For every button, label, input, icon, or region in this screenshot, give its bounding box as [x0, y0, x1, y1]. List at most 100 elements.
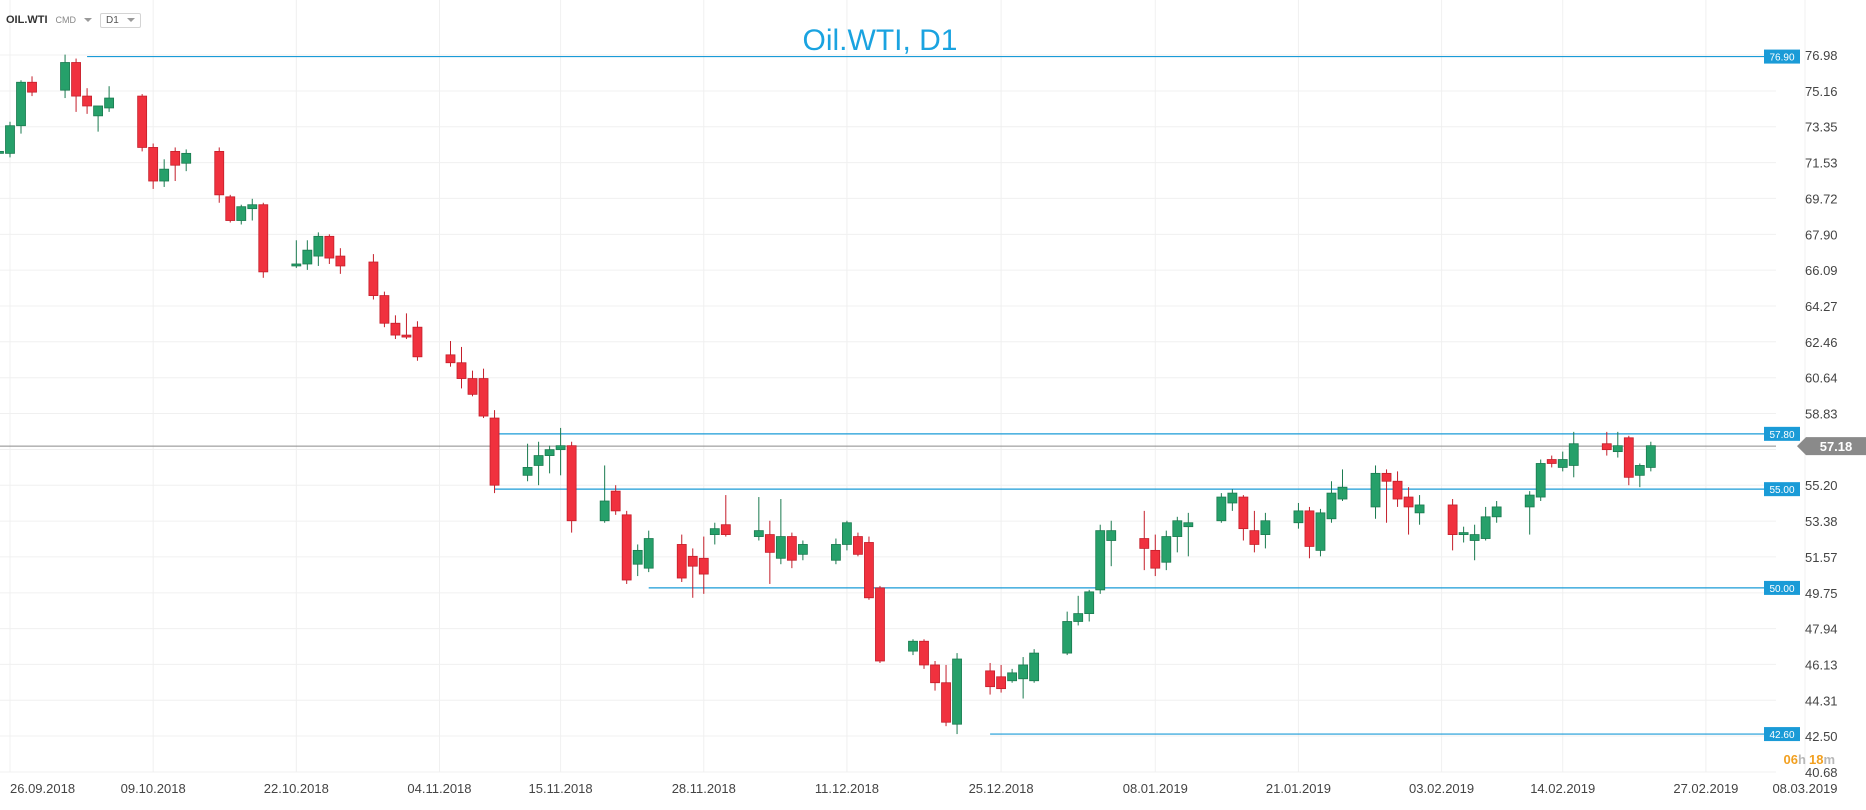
x-tick-label: 08.03.2019: [1772, 781, 1837, 796]
candle-body: [291, 263, 302, 267]
y-tick-label: 55.20: [1805, 478, 1838, 493]
x-tick-label: 15.11.2018: [529, 781, 593, 796]
candle-body: [632, 549, 643, 565]
y-tick-label: 49.75: [1805, 586, 1838, 601]
candle-body: [1095, 530, 1106, 591]
candle-body: [335, 255, 346, 267]
candle-body: [1073, 613, 1084, 622]
candle-body: [1469, 534, 1480, 541]
candle-body: [908, 640, 918, 652]
candle-body: [1612, 445, 1623, 453]
y-tick-label: 73.35: [1805, 120, 1838, 135]
candle-body: [5, 125, 15, 154]
candle-body: [467, 378, 478, 395]
candles: [0, 54, 1656, 735]
candle-body: [456, 362, 467, 379]
candle-body: [478, 378, 489, 417]
candle-body: [544, 449, 555, 456]
x-tick-label: 25.12.2018: [969, 781, 1034, 796]
candle-body: [1106, 530, 1117, 541]
candle-body: [1392, 480, 1403, 500]
chart-title: Oil.WTI, D1: [803, 24, 958, 57]
x-tick-label: 26.09.2018: [10, 781, 75, 796]
candle-body: [258, 204, 269, 273]
y-tick-label: 46.13: [1805, 657, 1838, 672]
horizontal-levels: 76.90 57.80 55.00 50.00 42.60: [0, 49, 1800, 742]
x-tick-label: 14.02.2019: [1530, 781, 1595, 796]
candle-body: [1293, 510, 1304, 524]
x-tick-label: 28.11.2018: [672, 781, 736, 796]
candle-body: [1172, 520, 1183, 537]
candle-body: [786, 536, 797, 561]
level-badge: [1764, 727, 1800, 742]
candle-body: [1557, 459, 1568, 468]
candle-body: [853, 536, 863, 555]
countdown-minutes-unit: m: [1823, 752, 1835, 767]
candle-body: [1370, 472, 1381, 508]
candle-body: [842, 522, 852, 545]
candle-body: [71, 62, 81, 97]
y-tick-label: 71.53: [1805, 156, 1838, 171]
level-label: 76.90: [1769, 53, 1794, 64]
x-tick-label: 21.01.2019: [1266, 781, 1331, 796]
candle-body: [324, 235, 335, 259]
candle-body: [1447, 504, 1458, 535]
candle-body: [831, 544, 841, 561]
candle-body: [775, 536, 786, 559]
candle-body: [522, 467, 533, 476]
level-label: 42.60: [1769, 730, 1794, 741]
candle-body: [1601, 443, 1612, 451]
candle-body: [412, 326, 423, 358]
level-label: 57.80: [1769, 430, 1794, 441]
candle-body: [1139, 538, 1150, 549]
level-badge: [1764, 426, 1800, 441]
y-tick-label: 47.94: [1805, 622, 1838, 637]
y-axis: 76.98 75.16 73.35 71.53 69.72 67.90 66.09 64.27…: [1797, 48, 1866, 780]
candle-body: [952, 658, 962, 725]
candle-body: [709, 528, 720, 535]
y-tick-label: 76.98: [1805, 48, 1838, 63]
y-tick-label: 67.90: [1805, 227, 1838, 242]
candle-body: [1084, 591, 1095, 614]
candle-body: [170, 150, 181, 166]
timeframe-label: D1: [106, 14, 119, 26]
y-tick-label: 53.38: [1805, 514, 1838, 529]
instrument-type-dropdown[interactable]: CMD: [56, 15, 93, 25]
candle-body: [1568, 443, 1579, 466]
y-tick-label: 69.72: [1805, 191, 1838, 206]
y-tick-label: 58.83: [1805, 407, 1838, 422]
grid: [0, 0, 1806, 773]
candle-body: [1062, 621, 1073, 654]
y-tick-label: 40.68: [1805, 765, 1838, 780]
candle-body: [698, 557, 709, 575]
candle-body: [1480, 516, 1491, 539]
candle-body: [996, 676, 1007, 690]
timeframe-dropdown[interactable]: D1: [100, 12, 141, 28]
level-badge: [1764, 482, 1800, 497]
y-tick-label: 44.31: [1805, 693, 1838, 708]
chart-toolbar: OIL.WTI CMD D1: [6, 10, 141, 30]
x-tick-label: 22.10.2018: [264, 781, 329, 796]
candle-body: [610, 490, 621, 512]
candle-body: [643, 538, 654, 569]
x-tick-label: 03.02.2019: [1409, 781, 1474, 796]
countdown-hours-unit: h: [1798, 752, 1806, 767]
level-label: 50.00: [1769, 584, 1794, 595]
candle-body: [864, 542, 874, 599]
candle-body: [225, 196, 236, 221]
candle-body: [181, 152, 192, 164]
candle-body: [1634, 465, 1645, 476]
candle-body: [1183, 522, 1194, 528]
y-tick-label: 62.46: [1805, 335, 1838, 350]
candle-body: [1546, 459, 1557, 464]
candle-body: [1018, 664, 1029, 680]
candle-body: [1238, 496, 1249, 530]
candle-body: [1414, 504, 1425, 514]
countdown-minutes: 18: [1809, 752, 1823, 767]
candle-body: [599, 500, 610, 522]
candle-body: [1216, 496, 1227, 522]
chevron-down-icon: [126, 18, 135, 22]
candle-body: [401, 334, 412, 338]
